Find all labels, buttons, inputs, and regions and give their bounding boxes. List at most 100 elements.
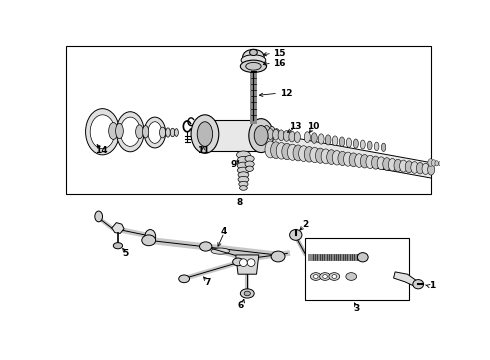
Ellipse shape xyxy=(249,119,273,153)
Ellipse shape xyxy=(144,117,166,148)
Ellipse shape xyxy=(86,109,120,155)
Ellipse shape xyxy=(109,122,118,139)
Text: 6: 6 xyxy=(238,301,244,310)
Ellipse shape xyxy=(416,162,424,174)
Text: 2: 2 xyxy=(302,220,308,229)
Ellipse shape xyxy=(413,280,423,289)
Ellipse shape xyxy=(293,145,303,161)
Text: 16: 16 xyxy=(273,59,286,68)
Ellipse shape xyxy=(332,136,338,146)
Ellipse shape xyxy=(145,230,156,243)
Ellipse shape xyxy=(246,166,253,171)
Ellipse shape xyxy=(332,275,337,278)
Ellipse shape xyxy=(360,140,365,149)
Ellipse shape xyxy=(314,275,318,278)
Ellipse shape xyxy=(244,291,250,296)
Ellipse shape xyxy=(368,141,372,150)
Ellipse shape xyxy=(294,132,300,143)
Ellipse shape xyxy=(318,134,324,144)
Ellipse shape xyxy=(431,160,436,166)
Ellipse shape xyxy=(355,154,364,167)
Text: 14: 14 xyxy=(95,147,107,156)
Ellipse shape xyxy=(316,148,325,163)
Ellipse shape xyxy=(237,167,249,173)
Text: 3: 3 xyxy=(353,304,360,313)
Ellipse shape xyxy=(289,131,295,142)
Ellipse shape xyxy=(366,155,374,168)
Text: 11: 11 xyxy=(197,147,210,156)
Ellipse shape xyxy=(278,130,284,141)
Ellipse shape xyxy=(389,158,396,171)
Ellipse shape xyxy=(304,147,314,162)
Ellipse shape xyxy=(411,162,418,173)
Ellipse shape xyxy=(270,142,281,158)
Ellipse shape xyxy=(241,60,267,72)
Ellipse shape xyxy=(116,112,144,152)
Text: 8: 8 xyxy=(237,198,243,207)
Ellipse shape xyxy=(339,137,344,147)
Ellipse shape xyxy=(271,251,285,262)
Ellipse shape xyxy=(268,129,273,139)
Ellipse shape xyxy=(120,117,140,147)
Ellipse shape xyxy=(311,273,321,280)
Bar xyxy=(205,120,263,151)
Text: 7: 7 xyxy=(204,278,210,287)
Ellipse shape xyxy=(311,133,317,143)
Ellipse shape xyxy=(276,143,287,159)
Ellipse shape xyxy=(346,138,351,147)
Ellipse shape xyxy=(288,144,298,160)
Ellipse shape xyxy=(383,158,391,170)
Ellipse shape xyxy=(377,157,385,170)
Ellipse shape xyxy=(325,135,331,145)
Ellipse shape xyxy=(254,126,268,145)
Ellipse shape xyxy=(238,176,249,183)
Bar xyxy=(305,238,409,300)
Ellipse shape xyxy=(405,161,413,173)
Ellipse shape xyxy=(136,125,144,139)
Ellipse shape xyxy=(243,49,264,65)
Ellipse shape xyxy=(282,143,292,160)
Ellipse shape xyxy=(381,143,386,152)
Ellipse shape xyxy=(249,49,257,55)
Ellipse shape xyxy=(327,150,336,165)
Ellipse shape xyxy=(245,161,254,167)
Text: 15: 15 xyxy=(273,49,286,58)
Ellipse shape xyxy=(435,161,439,166)
Ellipse shape xyxy=(374,142,379,150)
Ellipse shape xyxy=(191,115,219,153)
Polygon shape xyxy=(236,255,259,274)
Ellipse shape xyxy=(349,153,358,167)
Ellipse shape xyxy=(273,129,280,138)
Ellipse shape xyxy=(290,230,302,240)
Ellipse shape xyxy=(304,132,311,143)
Ellipse shape xyxy=(240,186,247,190)
Ellipse shape xyxy=(237,156,249,164)
Ellipse shape xyxy=(269,126,275,137)
Ellipse shape xyxy=(338,151,347,166)
Text: 1: 1 xyxy=(429,281,435,290)
Ellipse shape xyxy=(171,128,175,137)
Ellipse shape xyxy=(343,152,352,166)
Ellipse shape xyxy=(142,235,156,246)
Ellipse shape xyxy=(360,154,369,168)
Ellipse shape xyxy=(199,242,212,251)
Ellipse shape xyxy=(265,141,276,158)
Ellipse shape xyxy=(237,151,250,159)
Ellipse shape xyxy=(319,273,330,280)
Ellipse shape xyxy=(263,126,270,138)
Ellipse shape xyxy=(298,146,309,162)
Text: 12: 12 xyxy=(280,89,292,98)
Ellipse shape xyxy=(113,243,122,249)
Ellipse shape xyxy=(90,115,115,149)
Ellipse shape xyxy=(321,149,331,164)
Ellipse shape xyxy=(442,163,444,166)
Ellipse shape xyxy=(346,273,357,280)
Polygon shape xyxy=(261,132,431,178)
Ellipse shape xyxy=(197,122,213,147)
Ellipse shape xyxy=(174,129,178,136)
Ellipse shape xyxy=(241,55,266,66)
Ellipse shape xyxy=(237,162,249,169)
Ellipse shape xyxy=(332,150,342,165)
Ellipse shape xyxy=(148,122,162,143)
Text: 5: 5 xyxy=(122,249,129,258)
